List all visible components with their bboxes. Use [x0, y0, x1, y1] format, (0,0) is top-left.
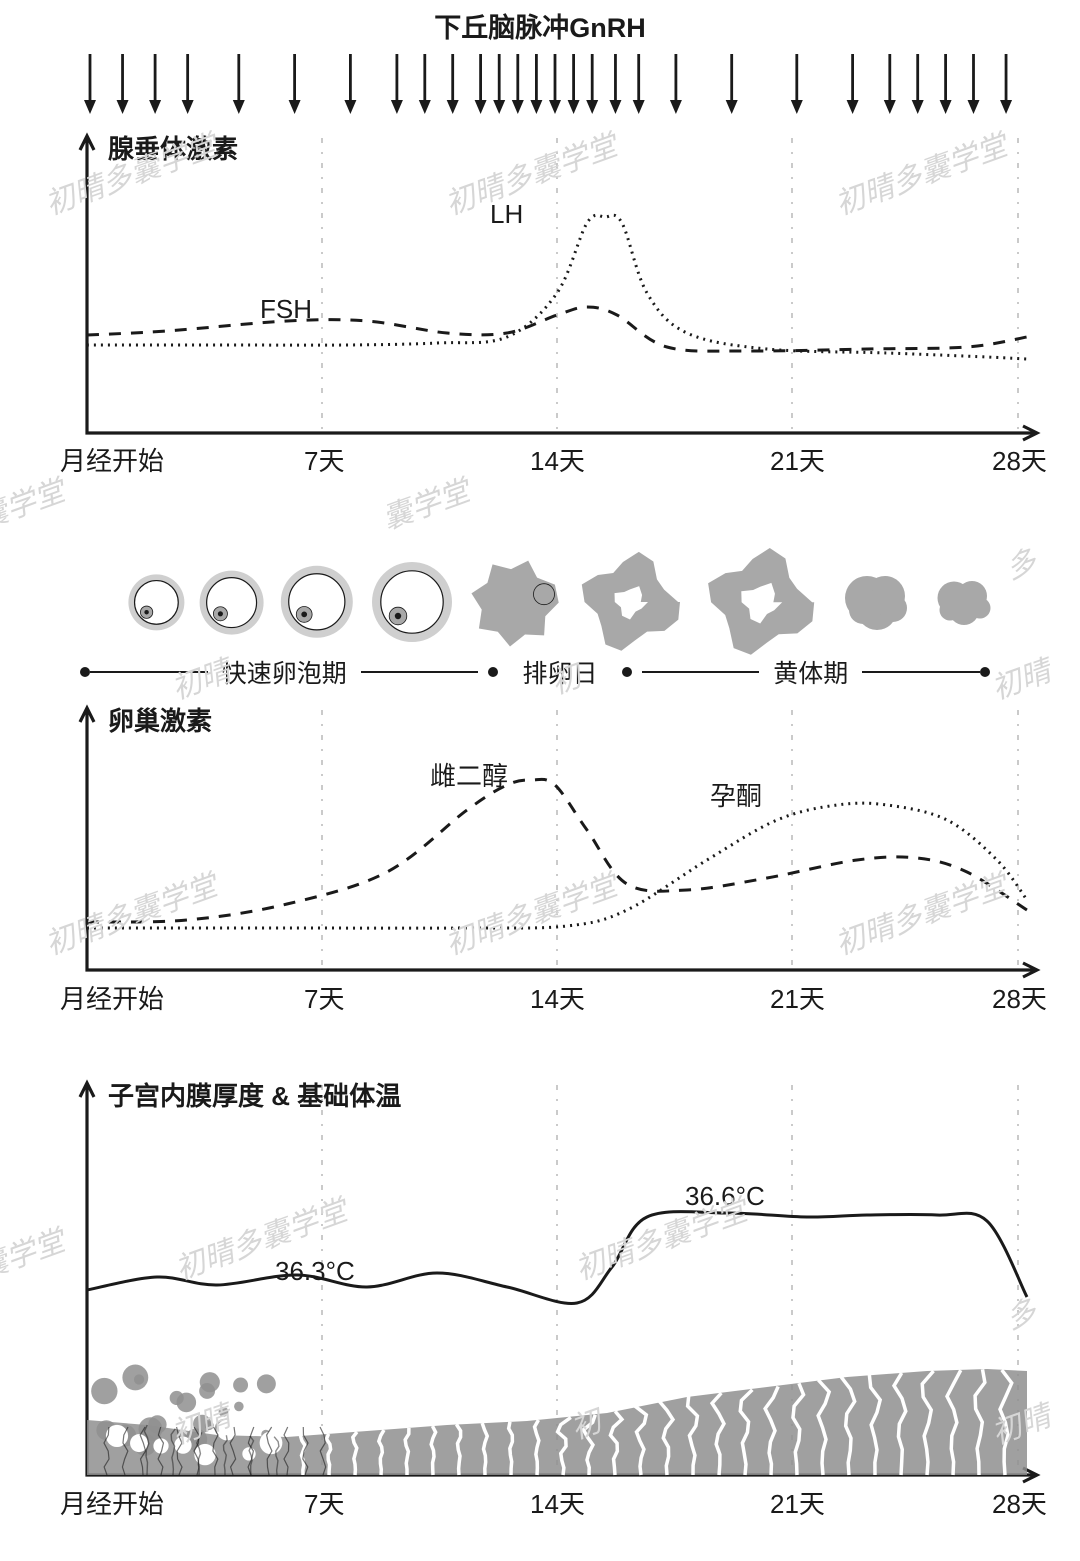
gnrh-arrows	[80, 48, 1030, 128]
svg-text:7天: 7天	[304, 446, 344, 476]
phase-ovu: 排卵日	[508, 654, 611, 690]
svg-text:21天: 21天	[770, 984, 825, 1014]
svg-text:7天: 7天	[304, 984, 344, 1014]
svg-text:14天: 14天	[530, 446, 585, 476]
svg-text:孕酮: 孕酮	[710, 781, 762, 811]
phase-row: 快速卵泡期 排卵日 黄体期	[80, 654, 990, 690]
follicle-row	[120, 532, 1000, 672]
svg-text:28天: 28天	[992, 984, 1047, 1014]
svg-text:月经开始: 月经开始	[60, 1489, 164, 1519]
svg-text:21天: 21天	[770, 446, 825, 476]
svg-text:FSH: FSH	[260, 294, 312, 324]
svg-text:子宫内膜厚度 & 基础体温: 子宫内膜厚度 & 基础体温	[108, 1081, 401, 1111]
svg-text:卵巢激素: 卵巢激素	[108, 706, 212, 736]
svg-text:28天: 28天	[992, 1489, 1047, 1519]
svg-text:月经开始: 月经开始	[60, 984, 164, 1014]
gnrh-title: 下丘脑脉冲GnRH	[0, 6, 1080, 45]
phase-fast: 快速卵泡期	[208, 654, 361, 690]
panel1-chart: 腺垂体激素 FSH LH 月经开始 7天 14天 21天 28天	[60, 128, 1050, 498]
svg-text:腺垂体激素: 腺垂体激素	[107, 134, 238, 164]
svg-text:36.6°C: 36.6°C	[685, 1181, 765, 1211]
svg-text:36.3°C: 36.3°C	[275, 1256, 355, 1286]
svg-text:7天: 7天	[304, 1489, 344, 1519]
svg-text:21天: 21天	[770, 1489, 825, 1519]
svg-text:月经开始: 月经开始	[60, 446, 164, 476]
svg-text:28天: 28天	[992, 446, 1047, 476]
phase-luteal: 黄体期	[759, 654, 862, 690]
svg-text:14天: 14天	[530, 1489, 585, 1519]
svg-text:雌二醇: 雌二醇	[430, 761, 508, 791]
svg-text:14天: 14天	[530, 984, 585, 1014]
svg-text:LH: LH	[490, 199, 523, 229]
panel2-chart: 卵巢激素 雌二醇 孕酮 月经开始 7天 14天 21天 28天	[60, 700, 1050, 1035]
panel3-chart: 子宫内膜厚度 & 基础体温 36.3°C 36.6°C 月经开始 7天 14天 …	[60, 1075, 1050, 1550]
